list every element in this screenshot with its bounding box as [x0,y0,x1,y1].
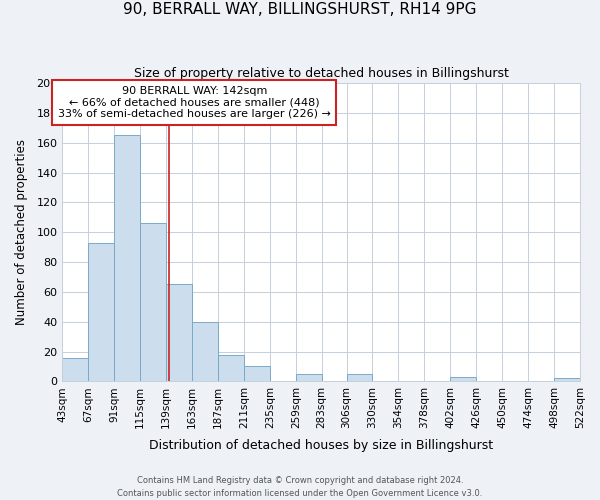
Bar [347,374,373,382]
Bar [244,366,270,382]
Bar [192,322,218,382]
Bar [451,377,476,382]
Text: Contains HM Land Registry data © Crown copyright and database right 2024.
Contai: Contains HM Land Registry data © Crown c… [118,476,482,498]
X-axis label: Distribution of detached houses by size in Billingshurst: Distribution of detached houses by size … [149,440,493,452]
Title: Size of property relative to detached houses in Billingshurst: Size of property relative to detached ho… [134,68,509,80]
Bar [554,378,580,382]
Y-axis label: Number of detached properties: Number of detached properties [15,139,28,325]
Text: 90, BERRALL WAY, BILLINGSHURST, RH14 9PG: 90, BERRALL WAY, BILLINGSHURST, RH14 9PG [123,2,477,18]
Bar [166,284,192,382]
Bar [88,242,114,382]
Text: 90 BERRALL WAY: 142sqm
← 66% of detached houses are smaller (448)
33% of semi-de: 90 BERRALL WAY: 142sqm ← 66% of detached… [58,86,331,119]
Bar [62,358,88,382]
Bar [218,354,244,382]
Bar [114,136,140,382]
Bar [296,374,322,382]
Bar [140,224,166,382]
